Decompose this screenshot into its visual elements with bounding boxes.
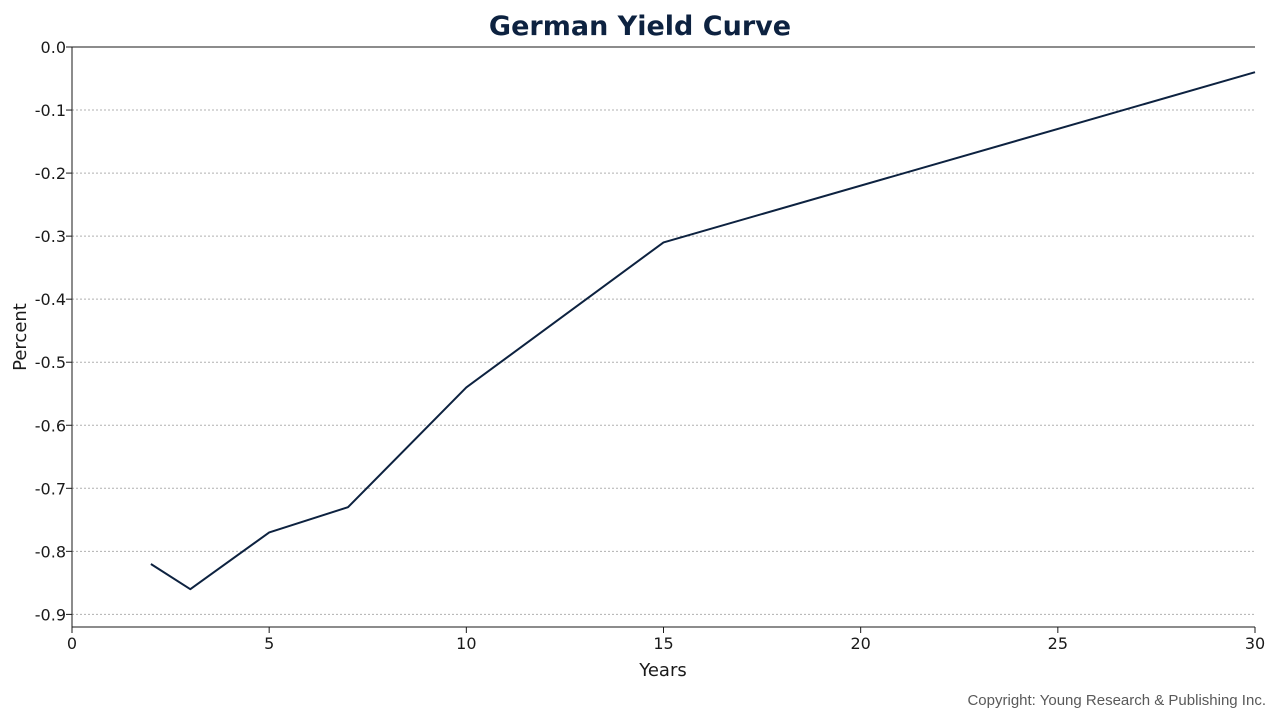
x-tick-label-6: 30 [1245, 634, 1265, 653]
x-tick-label-1: 5 [264, 634, 274, 653]
chart-title: German Yield Curve [489, 11, 791, 42]
y-tick-label-9: -0.9 [35, 605, 66, 624]
x-tick-label-3: 15 [653, 634, 673, 653]
y-tick-label-8: -0.8 [35, 542, 66, 561]
series-line-0 [150, 71, 1256, 591]
y-tick-label-3: -0.3 [35, 227, 66, 246]
y-tick-label-4: -0.4 [35, 290, 66, 309]
y-tick-label-7: -0.7 [35, 479, 66, 498]
grid-lines [72, 109, 1255, 615]
x-tick-label-5: 25 [1048, 634, 1068, 653]
y-tick-label-6: -0.6 [35, 416, 66, 435]
y-tick-label-1: -0.1 [35, 101, 66, 120]
x-tick-labels: 0 5 10 15 20 25 30 [67, 634, 1265, 653]
x-tick-label-2: 10 [456, 634, 476, 653]
copyright-text: Copyright: Young Research & Publishing I… [967, 692, 1266, 709]
x-axis-title: Years [638, 660, 687, 681]
axes [66, 46, 1256, 633]
y-axis-title: Percent [10, 303, 31, 371]
series-layer [150, 71, 1256, 591]
y-tick-label-2: -0.2 [35, 164, 66, 183]
x-tick-label-0: 0 [67, 634, 77, 653]
y-tick-label-0: 0.0 [41, 38, 66, 57]
x-tick-label-4: 20 [850, 634, 870, 653]
y-tick-labels: 0.0 -0.1 -0.2 -0.3 -0.4 -0.5 -0.6 -0.7 -0.8 -0.9 [35, 38, 66, 624]
y-tick-label-5: -0.5 [35, 353, 66, 372]
